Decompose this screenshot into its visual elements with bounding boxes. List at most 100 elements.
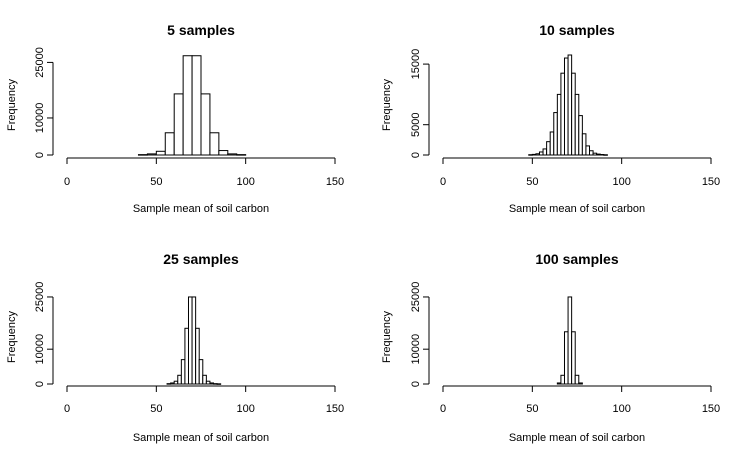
x-tick-label: 100 bbox=[612, 176, 630, 188]
histogram-panel: 5 samples 0 50 100 150 Sample mean of soil ca… bbox=[6, 22, 344, 215]
x-tick-label: 150 bbox=[702, 176, 720, 188]
x-tick-label: 0 bbox=[440, 176, 446, 188]
histogram-bar bbox=[191, 55, 202, 156]
chart-title: 100 samples bbox=[535, 251, 618, 267]
histogram-bar bbox=[205, 380, 211, 385]
y-tick-label: 0 bbox=[410, 152, 422, 158]
histogram-bar bbox=[218, 150, 229, 156]
y-axis-label: Frequency bbox=[6, 311, 18, 363]
histogram-panel: 100 samples 0 50 100 150 Sample mean of soil … bbox=[381, 251, 720, 444]
histogram-bar bbox=[180, 359, 186, 385]
y-tick-label: 5000 bbox=[410, 112, 422, 136]
histogram-bar bbox=[191, 296, 197, 385]
y-tick-label: 0 bbox=[34, 381, 46, 387]
histogram-bar bbox=[560, 72, 565, 156]
chart-title: 25 samples bbox=[163, 251, 239, 267]
histogram-bar bbox=[571, 331, 576, 385]
x-tick-label: 150 bbox=[326, 403, 344, 415]
x-tick-label: 0 bbox=[440, 403, 446, 415]
histogram-bar bbox=[585, 145, 591, 156]
histogram-bar bbox=[155, 150, 166, 156]
y-tick-label: 10000 bbox=[34, 334, 46, 365]
histogram-bar bbox=[578, 115, 583, 156]
histogram-bar bbox=[574, 374, 580, 385]
y-tick-label: 0 bbox=[34, 152, 46, 158]
x-tick-label: 50 bbox=[526, 403, 538, 415]
histogram-bar bbox=[216, 383, 222, 385]
x-tick-label: 100 bbox=[612, 403, 630, 415]
histogram-bar bbox=[195, 327, 200, 385]
y-tick-label: 25000 bbox=[34, 47, 46, 78]
histogram-bar bbox=[553, 112, 558, 156]
histogram-bar bbox=[563, 331, 569, 385]
histogram-bar bbox=[596, 153, 601, 156]
x-tick-label: 50 bbox=[526, 176, 538, 188]
y-axis-label: Frequency bbox=[381, 311, 393, 363]
histogram-bar bbox=[546, 141, 551, 156]
histogram-bar bbox=[200, 93, 211, 156]
histogram-panel: 10 samples 0 50 100 150 Sample mean of soil c… bbox=[381, 22, 720, 215]
histogram-bar bbox=[542, 148, 548, 156]
histogram-bar bbox=[209, 382, 215, 385]
chart-title: 5 samples bbox=[167, 22, 235, 38]
histogram-bar bbox=[198, 359, 204, 385]
x-tick-label: 50 bbox=[150, 176, 162, 188]
histogram-bar bbox=[531, 153, 537, 156]
histogram-bar bbox=[209, 132, 220, 156]
x-tick-label: 50 bbox=[150, 403, 162, 415]
x-tick-label: 100 bbox=[236, 403, 254, 415]
histogram-bar bbox=[528, 154, 533, 156]
histogram-bar bbox=[592, 152, 598, 156]
histogram-bar bbox=[146, 153, 157, 156]
x-axis-label: Sample mean of soil carbon bbox=[133, 203, 269, 215]
histogram-bar bbox=[177, 374, 182, 385]
histogram-bar bbox=[578, 382, 583, 385]
histogram-bar bbox=[173, 380, 179, 385]
x-axis-label: Sample mean of soil carbon bbox=[133, 432, 269, 444]
y-tick-label: 25000 bbox=[410, 282, 422, 313]
histogram-panel: 25 samples 0 50 100 150 Sample mean of soil c… bbox=[6, 251, 344, 444]
histogram-bar bbox=[236, 154, 247, 156]
x-tick-label: 0 bbox=[64, 176, 70, 188]
histogram-bar bbox=[599, 154, 605, 156]
histogram-bar bbox=[187, 296, 193, 385]
x-axis-label: Sample mean of soil carbon bbox=[509, 203, 645, 215]
y-tick-label: 10000 bbox=[410, 334, 422, 365]
histogram-bar bbox=[563, 57, 569, 156]
histogram-bar bbox=[227, 153, 238, 156]
y-tick-label: 10000 bbox=[34, 103, 46, 134]
histogram-bar bbox=[574, 93, 580, 156]
y-axis-label: Frequency bbox=[381, 79, 393, 131]
histogram-bar bbox=[556, 382, 562, 385]
histogram-bar bbox=[556, 93, 562, 156]
y-tick-label: 15000 bbox=[410, 49, 422, 80]
histogram-bar bbox=[202, 374, 207, 385]
histogram-bar bbox=[581, 133, 587, 156]
histogram-bar bbox=[184, 327, 189, 385]
chart-title: 10 samples bbox=[539, 22, 615, 38]
histogram-bar bbox=[166, 383, 172, 385]
histogram-bar bbox=[567, 54, 573, 156]
y-tick-label: 25000 bbox=[34, 282, 46, 313]
histogram-bar bbox=[173, 93, 184, 156]
histogram-bar bbox=[589, 150, 594, 156]
histogram-bar bbox=[170, 382, 175, 385]
histogram-bar bbox=[571, 72, 576, 156]
histogram-bar bbox=[538, 151, 544, 156]
histogram-bar bbox=[182, 55, 193, 156]
histogram-bar bbox=[560, 374, 565, 385]
histogram-bar bbox=[213, 383, 218, 385]
x-axis-label: Sample mean of soil carbon bbox=[509, 432, 645, 444]
histogram-bar bbox=[567, 296, 573, 385]
histogram-bar bbox=[164, 132, 175, 156]
y-axis-label: Frequency bbox=[6, 79, 18, 131]
histogram-bar bbox=[603, 154, 608, 156]
x-tick-label: 150 bbox=[702, 403, 720, 415]
histogram-bar bbox=[535, 153, 540, 156]
histogram-bar bbox=[549, 131, 555, 156]
y-tick-label: 0 bbox=[410, 381, 422, 387]
histogram-bar bbox=[137, 154, 148, 156]
x-tick-label: 100 bbox=[236, 176, 254, 188]
x-tick-label: 150 bbox=[326, 176, 344, 188]
